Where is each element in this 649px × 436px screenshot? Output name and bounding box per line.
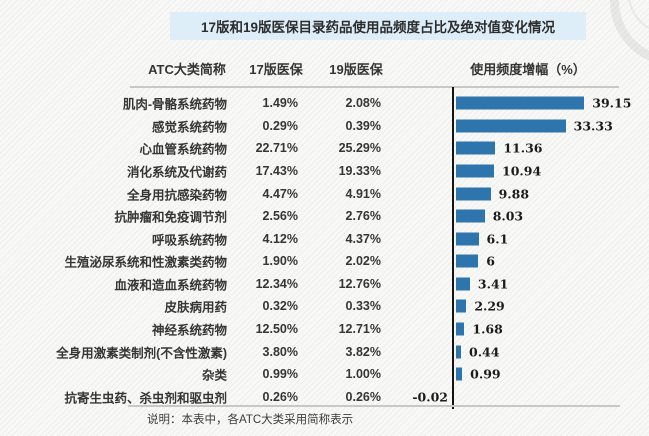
growth-bar xyxy=(456,141,496,155)
v19-percent-value: 0.39% xyxy=(345,118,381,133)
growth-value-label: 3.41 xyxy=(477,276,509,292)
table-row: 生殖泌尿系统和性激素类药物 1.90% 2.02% 6 xyxy=(0,250,649,273)
growth-value-label: 9.88 xyxy=(498,186,530,202)
bar-chart-axis-line xyxy=(452,87,454,409)
column-header-growth: 使用频度增幅（%） xyxy=(470,62,586,77)
table-row: 消化系统及代谢药 17.43% 19.33% 10.94 xyxy=(0,160,649,183)
atc-category-label: 抗肿瘤和免疫调节剂 xyxy=(114,210,227,225)
growth-bar xyxy=(456,345,461,359)
growth-value-label: 10.94 xyxy=(502,163,542,179)
growth-bar xyxy=(456,232,479,246)
growth-value-label: 6.1 xyxy=(486,231,509,247)
growth-bar xyxy=(456,187,491,201)
table-row: 肌肉-骨骼系统药物 1.49% 2.08% 39.15 xyxy=(0,92,649,115)
atc-category-label: 神经系统药物 xyxy=(151,323,227,338)
atc-category-label: 生殖泌尿系统和性激素类药物 xyxy=(64,255,227,270)
growth-value-label: 6 xyxy=(486,253,495,269)
header-divider-line xyxy=(130,86,619,88)
atc-category-label: 感觉系统药物 xyxy=(151,120,227,135)
v17-percent-value: 4.12% xyxy=(262,231,298,246)
table-bottom-divider-line xyxy=(128,405,620,407)
table-body: 肌肉-骨骼系统药物 1.49% 2.08% 39.15 感觉系统药物 0.29% 0.39%… xyxy=(0,92,649,408)
v19-percent-value: 12.76% xyxy=(338,276,381,291)
v19-percent-value: 2.02% xyxy=(345,254,381,269)
footnote-text: 说明：本表中，各ATC大类采用简称表示 xyxy=(147,414,354,426)
chart-title: 17版和19版医保目录药品使用品频度占比及绝对值变化情况 xyxy=(170,12,586,40)
table-row: 杂类 0.99% 1.00% 0.99 xyxy=(0,363,649,386)
column-header-v17: 17版医保 xyxy=(249,62,303,77)
v17-percent-value: 0.29% xyxy=(262,118,298,133)
atc-category-label: 呼吸系统药物 xyxy=(151,233,227,248)
v17-percent-value: 1.49% xyxy=(262,96,298,111)
growth-bar xyxy=(456,277,470,291)
table-row: 神经系统药物 12.50% 12.71% 1.68 xyxy=(0,318,649,341)
growth-bar xyxy=(456,96,585,110)
growth-value-label: 8.03 xyxy=(492,208,524,224)
growth-bar xyxy=(456,322,465,336)
v17-percent-value: 3.80% xyxy=(262,344,298,359)
growth-value-label: 11.36 xyxy=(503,140,543,156)
growth-value-label: 1.68 xyxy=(472,321,503,337)
atc-category-label: 肌肉-骨骼系统药物 xyxy=(122,97,227,112)
atc-category-label: 消化系统及代谢药 xyxy=(126,165,227,180)
v17-percent-value: 0.99% xyxy=(262,367,298,382)
atc-category-label: 杂类 xyxy=(201,368,227,383)
v17-percent-value: 0.26% xyxy=(262,389,298,404)
growth-value-label: -0.02 xyxy=(412,389,448,405)
growth-value-label: 0.44 xyxy=(469,344,500,360)
growth-value-label: 2.29 xyxy=(474,298,505,314)
table-row: 心血管系统药物 22.71% 25.29% 11.36 xyxy=(0,137,649,160)
growth-bar xyxy=(456,299,467,313)
v19-percent-value: 2.08% xyxy=(345,96,381,111)
table-row: 呼吸系统药物 4.12% 4.37% 6.1 xyxy=(0,227,649,250)
table-row: 皮肤病用药 0.32% 0.33% 2.29 xyxy=(0,295,649,318)
v19-percent-value: 4.91% xyxy=(345,186,381,201)
v19-percent-value: 2.76% xyxy=(345,209,381,224)
v19-percent-value: 1.00% xyxy=(345,367,381,382)
v17-percent-value: 0.32% xyxy=(262,299,298,314)
v17-percent-value: 22.71% xyxy=(255,141,298,156)
growth-bar xyxy=(456,209,485,223)
table-row: 抗肿瘤和免疫调节剂 2.56% 2.76% 8.03 xyxy=(0,205,649,228)
atc-category-label: 心血管系统药物 xyxy=(139,142,227,157)
growth-value-label: 39.15 xyxy=(592,95,632,111)
table-row: 感觉系统药物 0.29% 0.39% 33.33 xyxy=(0,115,649,138)
growth-bar xyxy=(456,119,566,133)
v19-percent-value: 25.29% xyxy=(338,141,381,156)
v17-percent-value: 17.43% xyxy=(255,164,298,179)
v19-percent-value: 3.82% xyxy=(345,344,381,359)
table-row: 抗寄生虫药、杀虫剂和驱虫剂 0.26% 0.26% -0.02 xyxy=(0,386,649,409)
atc-category-label: 全身用激素类制剂(不含性激素) xyxy=(56,346,227,361)
v17-percent-value: 12.34% xyxy=(255,276,298,291)
v17-percent-value: 1.90% xyxy=(262,254,298,269)
growth-bar xyxy=(456,254,479,268)
v19-percent-value: 0.26% xyxy=(345,389,381,404)
atc-category-label: 抗寄生虫药、杀虫剂和驱虫剂 xyxy=(64,391,227,406)
growth-value-label: 33.33 xyxy=(573,118,613,134)
v17-percent-value: 2.56% xyxy=(262,209,298,224)
table-row: 血液和造血系统药物 12.34% 12.76% 3.41 xyxy=(0,273,649,296)
v17-percent-value: 12.50% xyxy=(255,322,298,337)
growth-value-label: 0.99 xyxy=(470,366,501,382)
column-header-v19: 19版医保 xyxy=(329,62,383,77)
atc-category-label: 皮肤病用药 xyxy=(164,300,227,315)
v17-percent-value: 4.47% xyxy=(262,186,298,201)
v19-percent-value: 0.33% xyxy=(345,299,381,314)
growth-bar xyxy=(456,367,463,381)
column-header-atc-name: ATC大类简称 xyxy=(148,62,226,77)
v19-percent-value: 12.71% xyxy=(338,322,381,337)
atc-category-label: 血液和造血系统药物 xyxy=(114,278,227,293)
growth-bar xyxy=(456,164,494,178)
v19-percent-value: 4.37% xyxy=(345,231,381,246)
v19-percent-value: 19.33% xyxy=(338,164,381,179)
atc-category-label: 全身用抗感染药物 xyxy=(126,188,227,203)
table-row: 全身用激素类制剂(不含性激素) 3.80% 3.82% 0.44 xyxy=(0,340,649,363)
table-row: 全身用抗感染药物 4.47% 4.91% 9.88 xyxy=(0,182,649,205)
